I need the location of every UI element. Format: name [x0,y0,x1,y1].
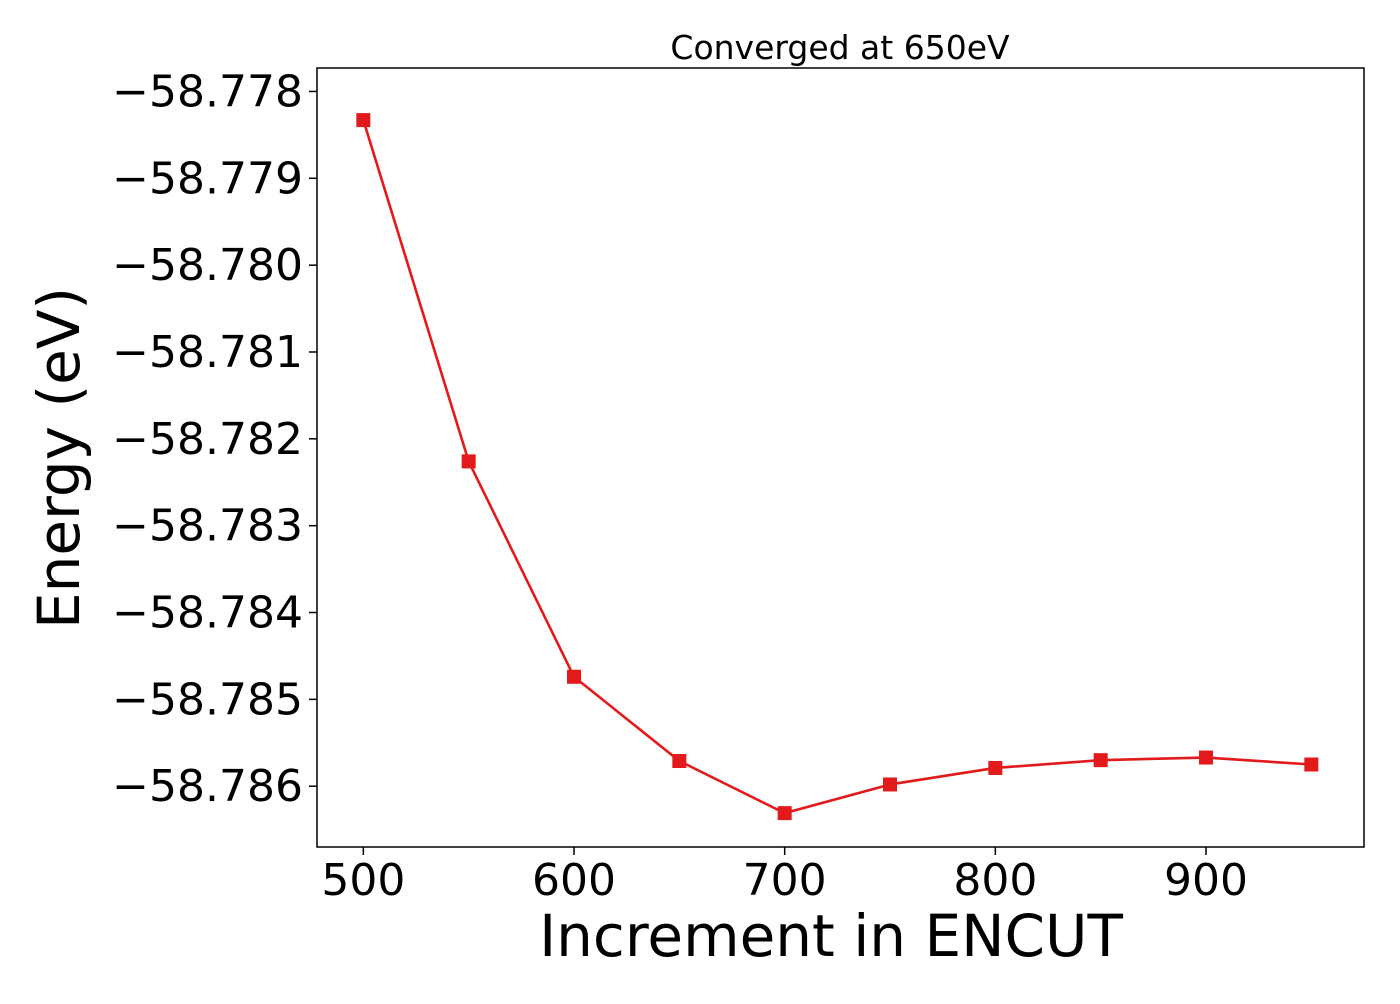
data-point [1199,750,1214,765]
axes-frame [316,67,1365,848]
x-axis-label: Increment in ENCUT [539,902,1123,970]
data-point [883,777,898,792]
y-axis-label: Energy (eV) [25,287,93,629]
data-point [461,454,476,469]
x-tick-label: 900 [1164,855,1248,906]
x-tick-label: 500 [321,855,405,906]
y-tick-label: −58.783 [112,501,303,552]
data-point [567,669,582,684]
chart-title: Converged at 650eV [670,28,1010,67]
y-tick-label: −58.781 [112,327,303,378]
series-line [362,119,1312,815]
data-point [1093,753,1108,768]
x-tick-label: 600 [532,855,616,906]
data-point [777,806,792,821]
data-point [988,760,1003,775]
data-point [356,113,371,128]
y-tick-label: −58.778 [112,66,303,117]
data-point [1304,757,1319,772]
y-tick-label: −58.779 [112,153,303,204]
y-tick-label: −58.785 [112,674,303,725]
y-tick-label: −58.782 [112,414,303,465]
data-point [672,754,687,769]
plot-area: 500 600 700 800 900 −58.778 −58.779 −58.780 −58.… [112,66,1365,906]
x-tick-label: 800 [953,855,1037,906]
y-tick-label: −58.786 [112,761,303,812]
y-tick-label: −58.784 [112,588,303,639]
y-tick-label: −58.780 [112,240,303,291]
x-tick-label: 700 [743,855,827,906]
